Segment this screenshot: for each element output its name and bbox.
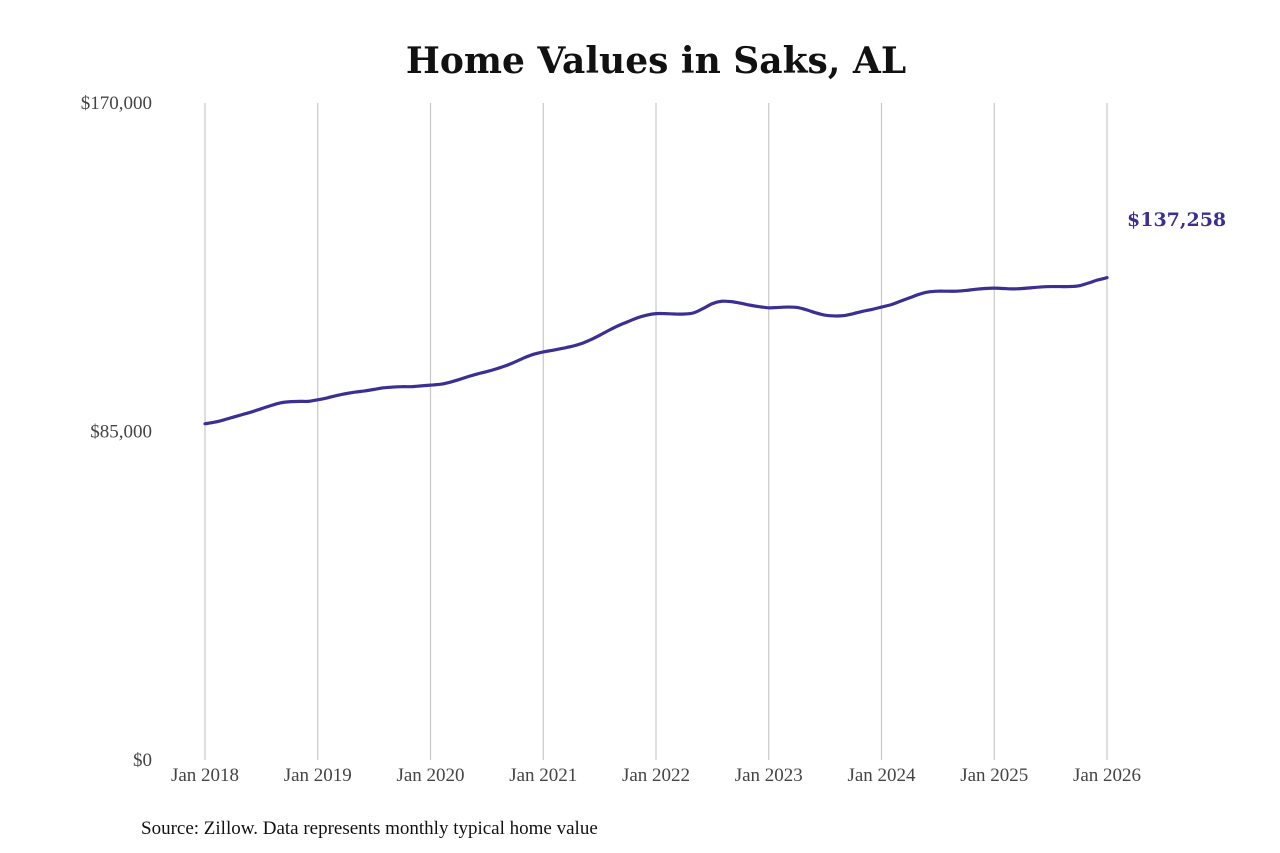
y-tick-label: $85,000 <box>90 422 152 443</box>
x-tick-label: Jan 2021 <box>509 765 577 786</box>
series-layer <box>203 276 1109 426</box>
x-tick-label: Jan 2024 <box>847 765 916 786</box>
source-note: Source: Zillow. Data represents monthly … <box>141 818 598 839</box>
y-tick-label: $0 <box>133 750 152 771</box>
x-tick-label: Jan 2025 <box>960 765 1028 786</box>
y-axis-ticks: $170,000 $85,000 $0 <box>81 93 152 771</box>
x-tick-label: Jan 2019 <box>284 765 352 786</box>
x-tick-label: Jan 2026 <box>1073 765 1141 786</box>
end-value-label: $137,258 <box>1127 209 1226 231</box>
chart-title: Home Values in Saks, AL <box>406 40 906 82</box>
series-line <box>203 276 1109 426</box>
y-tick-label: $170,000 <box>81 93 152 114</box>
x-tick-label: Jan 2018 <box>171 765 239 786</box>
x-tick-label: Jan 2023 <box>735 765 803 786</box>
x-tick-label: Jan 2020 <box>396 765 464 786</box>
x-tick-label: Jan 2022 <box>622 765 690 786</box>
gridlines <box>204 103 1108 760</box>
x-axis-ticks: Jan 2018 Jan 2019 Jan 2020 Jan 2021 Jan 2022… <box>171 765 1141 786</box>
